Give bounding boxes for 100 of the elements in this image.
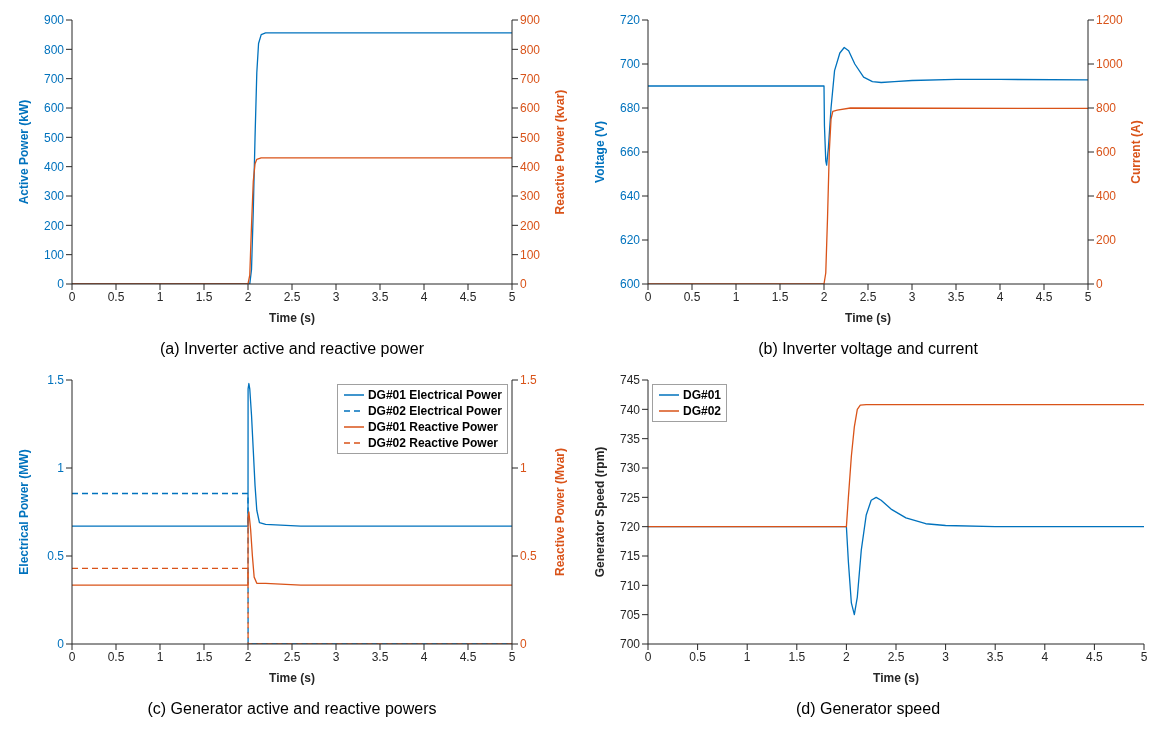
- x-tick-label: 3.5: [371, 289, 389, 304]
- x-tick-label: 1.5: [195, 649, 213, 664]
- y2-tick-label: 300: [520, 189, 541, 204]
- text: (a) Inverter active and reactive power: [158, 340, 426, 358]
- x-tick-label: 3: [332, 289, 340, 304]
- x-tick-label: 4: [420, 649, 428, 664]
- y2-tick-label: 1.5: [520, 373, 538, 388]
- x-tick-label: 3: [908, 289, 916, 304]
- x-tick-label: 5: [508, 649, 516, 664]
- x-tick-label: 5: [1140, 649, 1148, 664]
- y-tick-label: 700: [619, 637, 641, 652]
- y2-tick-label: 200: [1096, 233, 1117, 248]
- x-tick-label: 3.5: [986, 649, 1004, 664]
- y-tick-label: 680: [619, 101, 641, 116]
- legend-label: DG#01 Electrical Power: [367, 387, 502, 403]
- x-tick-label: 0: [644, 289, 652, 304]
- y2-tick-label: 800: [1096, 101, 1117, 116]
- x-tick-label: 2: [820, 289, 828, 304]
- x-axis-title: Time (s): [269, 671, 315, 685]
- y-tick-label: 1: [57, 461, 65, 476]
- x-axis-title: Time (s): [269, 311, 315, 325]
- x-tick-label: 3: [332, 649, 340, 664]
- y-tick-label: 400: [43, 159, 65, 174]
- x-tick-label: 0.5: [107, 289, 125, 304]
- x-tick-label: 0: [68, 289, 76, 304]
- x-tick-label: 0: [644, 649, 652, 664]
- y-tick-label: 200: [43, 218, 65, 233]
- x-tick-label: 1: [732, 289, 740, 304]
- x-tick-label: 1: [156, 289, 164, 304]
- y2-tick-label: 200: [520, 218, 541, 233]
- y2-tick-label: 500: [520, 130, 541, 145]
- x-tick-label: 1: [743, 649, 751, 664]
- y-tick-label: 600: [43, 101, 65, 116]
- legend-label: DG#01 Reactive Power: [367, 419, 498, 435]
- y-tick-label: 720: [619, 519, 641, 534]
- x-tick-label: 1.5: [771, 289, 789, 304]
- y-tick-label: 715: [619, 549, 641, 564]
- x-tick-label: 3.5: [947, 289, 965, 304]
- x-tick-label: 5: [1084, 289, 1092, 304]
- x-tick-label: 2: [244, 289, 252, 304]
- y-tick-label: 735: [619, 431, 641, 446]
- y-tick-label: 705: [619, 607, 641, 622]
- y-tick-label: 640: [619, 189, 641, 204]
- y-axis-title: Active Power (kW): [17, 99, 32, 205]
- y-tick-label: 600: [619, 277, 641, 292]
- y-axis-title: Electrical Power (MW): [17, 449, 32, 575]
- x-tick-label: 4.5: [1086, 649, 1104, 664]
- x-tick-label: 4: [996, 289, 1004, 304]
- y2-tick-label: 1200: [1096, 13, 1124, 28]
- line-series: [648, 46, 1088, 166]
- y2-tick-label: 1: [520, 461, 527, 476]
- text: (c) Generator active and reactive powers: [146, 700, 438, 718]
- y-tick-label: 745: [619, 373, 641, 388]
- x-tick-label: 4: [1041, 649, 1049, 664]
- legend-label: DG#02 Electrical Power: [367, 403, 502, 419]
- y2-tick-label: 100: [520, 247, 541, 262]
- legend-label: DG#02: [683, 403, 722, 419]
- y-tick-label: 700: [619, 57, 641, 72]
- y2-tick-label: 900: [520, 13, 541, 28]
- y2-tick-label: 400: [1096, 189, 1117, 204]
- x-tick-label: 2.5: [859, 289, 877, 304]
- y2-tick-label: 0: [520, 637, 527, 652]
- x-tick-label: 0.5: [689, 649, 707, 664]
- x-tick-label: 0.5: [683, 289, 701, 304]
- text: (b) Inverter voltage and current: [757, 340, 979, 358]
- x-tick-label: 2.5: [283, 289, 301, 304]
- y2-tick-label: 0: [1096, 277, 1103, 292]
- y-tick-label: 800: [43, 42, 65, 57]
- y2-axis-title: Reactive Power (kvar): [553, 89, 568, 215]
- x-tick-label: 2: [843, 649, 851, 664]
- y-tick-label: 900: [43, 13, 65, 28]
- y-tick-label: 0: [57, 637, 65, 652]
- y-tick-label: 720: [619, 13, 641, 28]
- y-tick-label: 710: [619, 578, 641, 593]
- y2-tick-label: 600: [520, 101, 541, 116]
- x-tick-label: 1.5: [788, 649, 806, 664]
- legend-label: DG#02 Reactive Power: [367, 435, 498, 451]
- x-tick-label: 1: [156, 649, 164, 664]
- y-tick-label: 0: [57, 277, 65, 292]
- x-tick-label: 4.5: [1035, 289, 1053, 304]
- x-tick-label: 2.5: [887, 649, 905, 664]
- y-axis-title: Voltage (V): [593, 121, 608, 183]
- text: (d) Generator speed: [794, 700, 942, 718]
- y2-tick-label: 700: [520, 71, 541, 86]
- x-tick-label: 4.5: [459, 289, 477, 304]
- x-axis-title: Time (s): [845, 311, 891, 325]
- x-axis-title: Time (s): [873, 671, 919, 685]
- x-tick-label: 2: [244, 649, 252, 664]
- x-tick-label: 0.5: [107, 649, 125, 664]
- y-tick-label: 0.5: [47, 549, 65, 564]
- y2-tick-label: 0: [520, 277, 527, 292]
- y-tick-label: 730: [619, 461, 641, 476]
- y2-tick-label: 1000: [1096, 57, 1124, 72]
- x-tick-label: 2.5: [283, 649, 301, 664]
- y2-tick-label: 600: [1096, 145, 1117, 160]
- y-axis-title: Generator Speed (rpm): [593, 446, 608, 578]
- y-tick-label: 500: [43, 130, 65, 145]
- y2-axis-title: Current (A): [1129, 120, 1144, 184]
- x-tick-label: 3: [942, 649, 950, 664]
- line-series: [648, 403, 1144, 528]
